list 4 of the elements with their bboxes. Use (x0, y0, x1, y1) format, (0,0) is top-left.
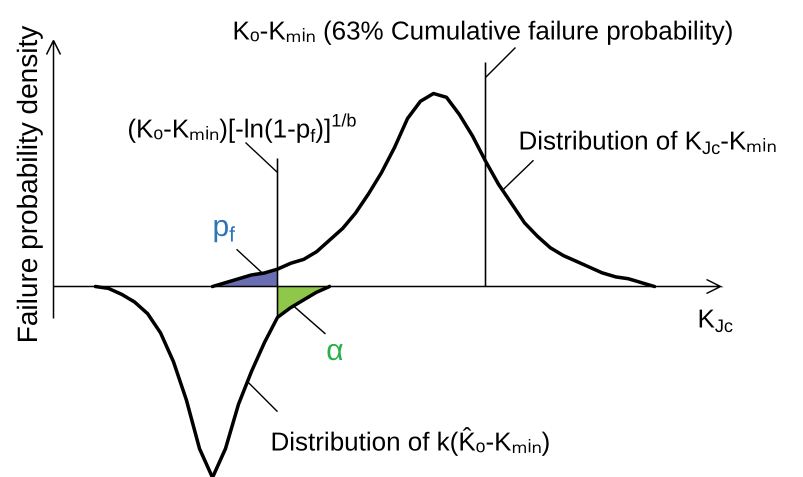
y-axis-title: Failure probability density (12, 26, 43, 344)
annotation: Distribution of k(K̂ₒ-Kₘᵢₙ) (270, 426, 550, 456)
annotation: α (326, 334, 344, 367)
text: Kₒ-Kₘᵢₙ (63% Cumulative failure probability) (232, 16, 734, 46)
